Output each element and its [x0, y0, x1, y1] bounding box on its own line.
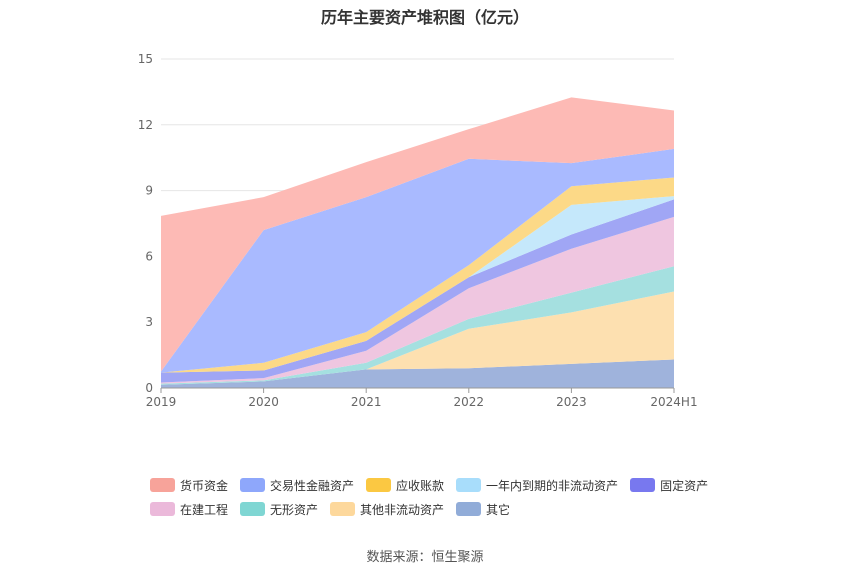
x-tick-label: 2023 [556, 395, 587, 409]
legend-swatch [456, 502, 482, 516]
legend-label: 固定资产 [660, 478, 709, 493]
y-tick-label: 0 [145, 381, 153, 395]
legend-swatch [240, 502, 266, 516]
x-tick-label: 2021 [351, 395, 382, 409]
legend-label: 其它 [486, 502, 511, 517]
data-source: 数据来源：恒生聚源 [366, 550, 484, 565]
legend-item[interactable]: 货币资金 [150, 477, 228, 494]
legend-swatch [150, 478, 175, 492]
area-series-8 [161, 97, 674, 372]
legend-label: 其他非流动资产 [360, 502, 445, 517]
legend-label: 交易性金融资产 [270, 478, 355, 493]
legend-swatch [330, 502, 356, 516]
x-tick-label: 2019 [146, 395, 177, 409]
y-tick-label: 6 [145, 249, 153, 263]
chart-title: 历年主要资产堆积图（亿元） [320, 8, 529, 27]
legend-item[interactable]: 其他非流动资产 [330, 501, 444, 518]
legend-label: 在建工程 [180, 502, 229, 517]
legend-swatch [240, 478, 266, 492]
legend-item[interactable]: 一年内到期的非流动资产 [456, 477, 618, 494]
y-tick-label: 3 [145, 315, 153, 329]
legend-label: 应收账款 [396, 478, 445, 493]
area-series-7 [161, 148, 674, 373]
area-series [161, 97, 674, 388]
legend-item[interactable]: 固定资产 [630, 477, 708, 494]
x-tick-label: 2024H1 [650, 395, 697, 409]
y-tick-label: 9 [145, 184, 153, 198]
area-series-6 [161, 177, 674, 373]
legend-label: 无形资产 [270, 502, 319, 517]
legend-swatch [456, 478, 482, 492]
area-series-0 [161, 359, 674, 388]
legend-item[interactable]: 其它 [456, 501, 510, 518]
x-tick-label: 2020 [248, 395, 279, 409]
y-tick-label: 15 [138, 52, 153, 66]
area-series-1 [161, 291, 674, 385]
y-tick-label: 12 [138, 118, 153, 132]
legend-item[interactable]: 无形资产 [240, 501, 318, 518]
legend-swatch [366, 478, 392, 492]
legend-swatch [630, 478, 656, 492]
legend-label: 一年内到期的非流动资产 [486, 478, 619, 493]
legend: 货币资金 交易性金融资产 应收账款 一年内到期的非流动资产 固定资产在建工程 无形资产 其他… [150, 473, 770, 521]
legend-row: 货币资金 交易性金融资产 应收账款 一年内到期的非流动资产 固定资产 [150, 473, 770, 497]
axes: 0 3 6 9 12 15 2019 2020 2021 2022 2023 2024H1 [138, 52, 698, 409]
legend-row: 在建工程 无形资产 其他非流动资产 其它 [150, 497, 770, 521]
x-tick-label: 2022 [454, 395, 485, 409]
area-series-4 [161, 199, 674, 383]
legend-item[interactable]: 应收账款 [366, 477, 444, 494]
area-series-5 [161, 196, 674, 373]
legend-swatch [150, 502, 175, 516]
legend-item[interactable]: 在建工程 [150, 501, 228, 518]
legend-label: 货币资金 [180, 478, 229, 493]
legend-item[interactable]: 交易性金融资产 [240, 477, 354, 494]
area-series-3 [161, 216, 674, 384]
